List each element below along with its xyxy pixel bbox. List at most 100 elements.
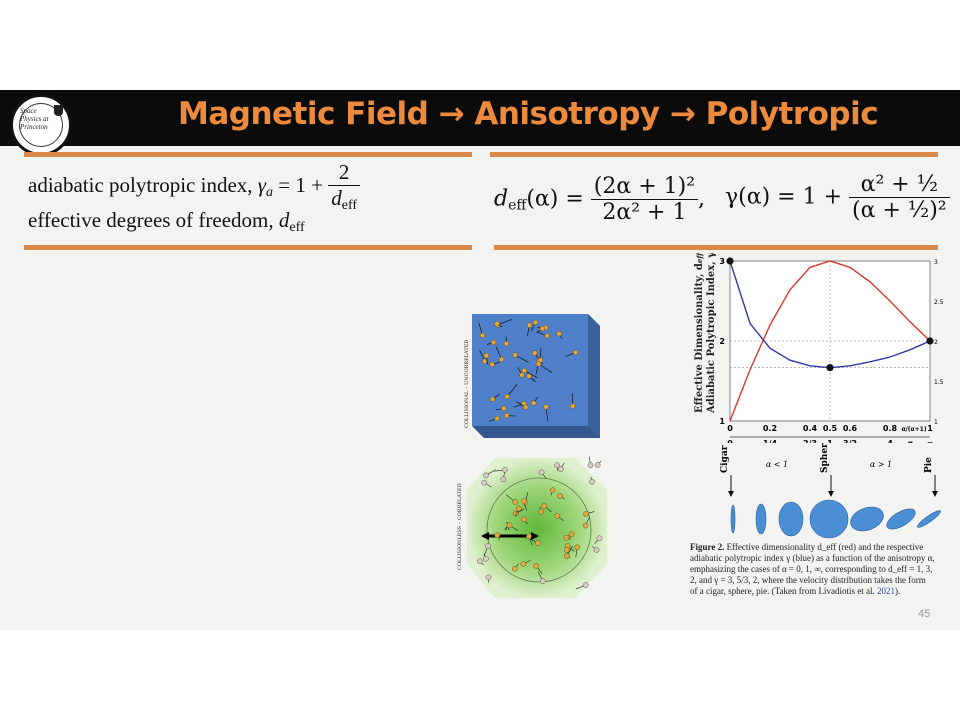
deff-numerator: (2α + 1)² [593, 174, 696, 199]
gamma-fraction: α² + ½ (α + ½)² [849, 172, 950, 223]
slide: Magnetic Field → Anisotropy → Polytropic… [0, 90, 960, 630]
velocity-ellipsoid [886, 508, 916, 530]
shape-label: Sphere [820, 443, 830, 473]
particle [521, 516, 528, 523]
rule-left-top [24, 152, 472, 157]
data-point [826, 364, 834, 372]
x-top-tick: 0 [727, 424, 733, 433]
particle [521, 498, 527, 505]
y-right-tick: 1.5 [934, 379, 944, 386]
particle [522, 404, 529, 410]
x-bottom-tick: 0 [727, 439, 733, 443]
gamma-equation: γ(α) = 1 + α² + ½ (α + ½)² [725, 172, 950, 223]
two-over-deff: 2 deff [328, 160, 361, 214]
shape-label: Cigar [720, 445, 730, 473]
particle [554, 513, 561, 519]
figure-caption: Figure 2. Effective dimensionality d_eff… [690, 542, 935, 597]
y-right-tick: 2 [934, 339, 938, 346]
particle [556, 331, 562, 337]
particle [512, 352, 518, 358]
degrees-freedom-label: effective degrees of freedom, [28, 208, 274, 232]
x-bottom-tick: 3/2 [843, 439, 857, 443]
particle [587, 462, 594, 469]
equals-one-plus: = 1 + [278, 172, 323, 197]
rule-right-top [490, 152, 938, 157]
page-number: 45 [918, 608, 931, 620]
particle [504, 394, 510, 400]
caption-year: 2021 [876, 586, 895, 596]
gamma-symbol: γ [257, 172, 267, 197]
particle [589, 478, 595, 485]
logo-ring [19, 103, 63, 147]
particle [535, 361, 542, 367]
slide-title: Magnetic Field → Anisotropy → Polytropic [178, 96, 879, 132]
particle [526, 322, 533, 328]
particle [563, 553, 570, 559]
figure-label: Figure 2. [690, 542, 725, 552]
arrow-head-right [531, 532, 539, 540]
regime-label: α < 1 [766, 460, 788, 469]
frac-denominator: deff [328, 185, 361, 214]
y-left-tick: 1 [719, 417, 725, 426]
particle [593, 547, 600, 553]
logo-text: Space Physics at Princeton [20, 107, 49, 131]
y-right-tick: 3 [934, 259, 938, 266]
particle [532, 350, 538, 356]
particle [538, 469, 545, 476]
anisotropy-chart: 12311.522.5300.20.40.50.60.8α/(α+1)101/4… [694, 253, 944, 443]
particle [504, 412, 510, 419]
particle [482, 358, 488, 364]
particle [512, 499, 519, 505]
deff-argument: (α) = [526, 186, 584, 212]
particle [490, 339, 497, 346]
x-top-tick: 1 [927, 424, 933, 433]
shapes-layer: Cigar Sphere Pie α < 1 α > 1 [720, 443, 941, 539]
rule-left-bottom [24, 245, 472, 250]
box-side-label: COLLISIONAL – UNCORRELATED [464, 340, 470, 428]
particle [515, 505, 522, 512]
particle [557, 466, 564, 472]
ylabel-blue: Adiabatic Polytropic Index, γ [706, 253, 717, 414]
particle [526, 533, 532, 540]
particle [596, 535, 603, 542]
particle [519, 372, 525, 378]
particle [511, 565, 518, 572]
particle [541, 503, 548, 509]
correlated-particles [476, 456, 603, 590]
particle [574, 544, 581, 551]
particle [535, 540, 541, 547]
frac-numerator: 2 [338, 160, 350, 184]
arrow-head [828, 491, 834, 497]
deff-equation: deff(α) = (2α + 1)² 2α² + 1 , [494, 174, 705, 225]
particle [526, 373, 532, 379]
particle [479, 332, 486, 339]
collisionless-figure: λ COLLISIONLESS – CORRELATED [457, 456, 607, 598]
particle [476, 558, 483, 565]
particle [554, 462, 560, 469]
particle [483, 472, 489, 479]
box-side [588, 314, 600, 438]
gamma-subscript: a [266, 184, 274, 200]
eff-subscript: eff [289, 220, 305, 235]
shape-row: Cigar Sphere Pie α < 1 α > 1 [720, 443, 941, 539]
particle-velocity [538, 363, 553, 373]
ylabel-red-text: Effective Dimensionality, d [694, 263, 705, 413]
velocity-ellipsoid [850, 506, 884, 532]
x-bottom-tick: 1/4 [763, 439, 777, 443]
particle [520, 561, 527, 567]
deff-fraction: (2α + 1)² 2α² + 1 [590, 174, 699, 225]
box-particles [478, 318, 579, 422]
particle [563, 534, 570, 541]
gamma-lhs: γ(α) = 1 + [725, 184, 843, 210]
correlation-circle [486, 477, 592, 583]
particle [563, 547, 570, 553]
particle [582, 522, 589, 529]
equation-comma: , [698, 186, 706, 212]
particle [481, 479, 488, 486]
x-top-tick: 0.5 [823, 424, 838, 433]
caption-end: ). [894, 586, 901, 596]
particle [506, 522, 513, 529]
particle [494, 321, 500, 327]
particle [483, 352, 490, 359]
particle [543, 404, 549, 410]
